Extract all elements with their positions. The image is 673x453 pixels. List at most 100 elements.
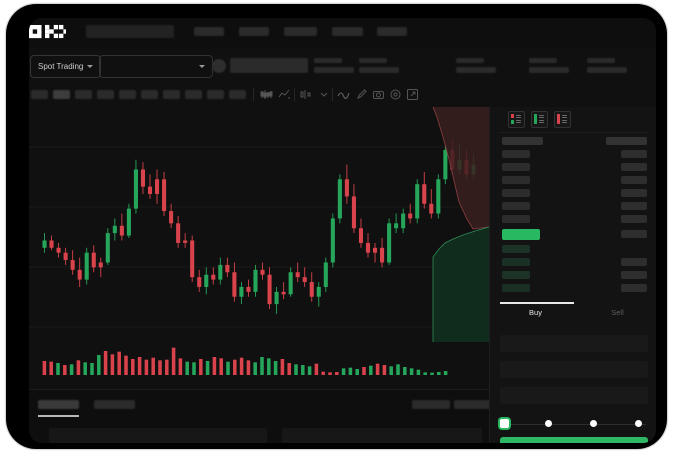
- submit-order-button[interactable]: [500, 437, 648, 443]
- ticker-stat-value: [456, 67, 496, 73]
- fullscreen-icon[interactable]: [406, 88, 419, 101]
- orderbook-last-amount: [621, 230, 647, 238]
- timeframe-button-3[interactable]: [75, 90, 92, 99]
- ticker-stat-label: [587, 58, 615, 63]
- device-bezel: Spot Trading: [6, 4, 667, 449]
- okx-logo[interactable]: [29, 24, 66, 39]
- orderbook-ask-amount: [621, 202, 647, 210]
- chart-toolbar: [29, 84, 656, 108]
- orderbook-col-header-amount: [606, 137, 647, 145]
- search-input[interactable]: [86, 25, 174, 38]
- orderbook-ask-row[interactable]: [502, 189, 530, 197]
- nav-item-5[interactable]: [377, 27, 407, 36]
- ticker-stat-label: [314, 58, 342, 63]
- orderbook-ask-row[interactable]: [502, 163, 530, 171]
- mode-selector-spot-trading[interactable]: Spot Trading: [30, 55, 102, 78]
- orderbook-ask-amount: [621, 176, 647, 184]
- total-field[interactable]: [500, 387, 648, 404]
- toolbar-divider: [294, 88, 295, 101]
- pair-selector[interactable]: [99, 55, 213, 78]
- orderbook-bid-amount: [621, 258, 647, 266]
- settings-gear-icon[interactable]: [389, 88, 402, 101]
- orderbook-divider: [500, 132, 648, 133]
- slider-step-2[interactable]: [590, 420, 597, 427]
- bottom-action-2[interactable]: [454, 400, 492, 409]
- order-panel: Buy Sell: [489, 107, 656, 443]
- orderbook-bid-row[interactable]: [502, 271, 530, 279]
- ticker-stat-value: [587, 67, 627, 73]
- ticker-stat-5: [587, 58, 627, 73]
- orderbook-view-both[interactable]: [508, 111, 525, 128]
- line-type-icon[interactable]: [278, 88, 291, 101]
- ticker-stat-label: [456, 58, 484, 63]
- indicators-icon[interactable]: [299, 88, 312, 101]
- orderbook-bid-row[interactable]: [502, 284, 530, 292]
- orders-panel[interactable]: [49, 428, 267, 443]
- orderbook-ask-row[interactable]: [502, 215, 530, 223]
- ticker-bar: Spot Trading: [29, 48, 656, 84]
- orderbook-ask-amount: [621, 189, 647, 197]
- ticker-stat-value: [314, 67, 354, 73]
- nav-item-1[interactable]: [194, 27, 224, 36]
- top-header: [29, 18, 656, 48]
- tab-buy[interactable]: Buy: [529, 308, 542, 317]
- bottom-tab-active-indicator: [38, 415, 79, 417]
- price-chart[interactable]: [29, 107, 489, 389]
- orderbook-ask-amount: [621, 163, 647, 171]
- orderbook-last-price[interactable]: [502, 229, 540, 240]
- depth-chart-overlay: [432, 107, 489, 342]
- toolbar-divider: [253, 88, 254, 101]
- amount-slider[interactable]: [500, 419, 648, 429]
- timeframe-button-2[interactable]: [53, 90, 70, 99]
- positions-panel[interactable]: [282, 428, 482, 443]
- coin-avatar: [212, 59, 226, 73]
- bottom-tab-1[interactable]: [38, 400, 79, 409]
- orderbook-ask-row[interactable]: [502, 176, 530, 184]
- orderbook-col-header-price: [502, 137, 543, 145]
- app-screen: Spot Trading: [29, 18, 656, 443]
- timeframe-button-7[interactable]: [163, 90, 180, 99]
- orderbook-ask-amount: [621, 215, 647, 223]
- ticker-stat-3: [456, 58, 496, 73]
- orderbook-view-bids[interactable]: [531, 111, 548, 128]
- orderbook-bid-row[interactable]: [502, 258, 530, 266]
- compare-icon[interactable]: [318, 88, 331, 101]
- toolbar-divider: [332, 88, 333, 101]
- mode-selector-label: Spot Trading: [38, 62, 84, 71]
- timeframe-button-1[interactable]: [31, 90, 48, 99]
- price-field[interactable]: [500, 335, 648, 352]
- timeframe-button-8[interactable]: [185, 90, 202, 99]
- nav-item-2[interactable]: [239, 27, 269, 36]
- timeframe-button-5[interactable]: [119, 90, 136, 99]
- ticker-stat-label: [359, 58, 387, 63]
- nav-item-3[interactable]: [284, 27, 317, 36]
- orderbook-bid-row[interactable]: [502, 245, 530, 253]
- nav-item-4[interactable]: [332, 27, 363, 36]
- orderbook-ask-row[interactable]: [502, 202, 530, 210]
- slider-step-1[interactable]: [545, 420, 552, 427]
- slider-step-3[interactable]: [635, 420, 642, 427]
- ticker-stat-4: [529, 58, 569, 73]
- chevron-down-icon: [87, 65, 94, 68]
- ticker-stat-value: [359, 67, 399, 73]
- orderbook-ask-row[interactable]: [502, 150, 530, 158]
- candlestick-series: [42, 140, 476, 314]
- amount-field[interactable]: [500, 361, 648, 378]
- timeframe-button-10[interactable]: [229, 90, 246, 99]
- slider-step-0[interactable]: [500, 419, 509, 428]
- orderbook-bid-amount: [621, 284, 647, 292]
- orderbook-view-toggles: [508, 111, 571, 128]
- slider-track: [504, 423, 646, 425]
- trendline-icon[interactable]: [337, 88, 350, 101]
- timeframe-button-9[interactable]: [207, 90, 224, 99]
- timeframe-button-4[interactable]: [97, 90, 114, 99]
- bottom-action-1[interactable]: [412, 400, 450, 409]
- orderbook-view-asks[interactable]: [554, 111, 571, 128]
- timeframe-button-6[interactable]: [141, 90, 158, 99]
- draw-pencil-icon[interactable]: [355, 88, 368, 101]
- tab-sell[interactable]: Sell: [611, 308, 624, 317]
- bottom-tab-2[interactable]: [94, 400, 135, 409]
- candlestick-type-icon[interactable]: [260, 88, 273, 101]
- camera-icon[interactable]: [372, 88, 385, 101]
